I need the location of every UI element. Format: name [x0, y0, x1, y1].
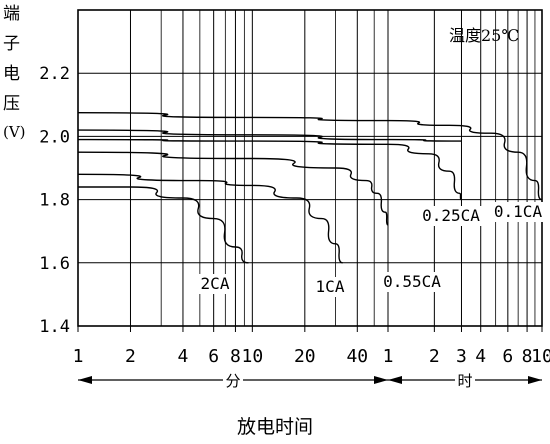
x-tick-label: 6	[502, 346, 513, 367]
x-tick-label: 40	[346, 346, 368, 367]
minutes-arrow-left	[78, 376, 92, 384]
x-tick-label: 4	[475, 346, 486, 367]
y-axis-label-char-4: 压	[3, 94, 20, 114]
minutes-unit-label: 分	[225, 372, 240, 390]
x-tick-label: 6	[208, 346, 219, 367]
x-tick-label: 3	[456, 346, 467, 367]
y-tick-label: 2.0	[39, 127, 70, 147]
hours-arrow-right	[528, 376, 542, 384]
y-tick-label: 1.4	[39, 317, 70, 337]
discharge-curve-0.1CA	[77, 112, 543, 201]
x-axis-title: 放电时间	[236, 416, 313, 438]
hours-arrow-left	[388, 376, 402, 384]
y-axis-label-char-3: 电	[3, 64, 20, 84]
y-tick-label: 1.6	[39, 254, 70, 274]
curve-label: 0.25CA	[422, 206, 480, 225]
discharge-curve-2CA	[77, 186, 249, 264]
curve-label: 0.1CA	[494, 202, 543, 221]
x-tick-label: 20	[294, 346, 316, 367]
y-axis-label-unit: (V)	[3, 123, 26, 141]
minutes-label-bg	[223, 371, 243, 389]
x-tick-label: 4	[178, 346, 189, 367]
y-axis-label-char-2: 子	[3, 34, 20, 54]
curve-label-bg	[379, 272, 445, 292]
curve-label-bg	[197, 274, 233, 294]
curve-label: 1CA	[316, 277, 345, 296]
hours-label-bg	[455, 371, 475, 389]
y-tick-label: 1.8	[39, 191, 70, 211]
minutes-arrow-right	[374, 376, 388, 384]
discharge-curve-1CA	[77, 173, 343, 264]
hours-unit-label: 时	[457, 372, 472, 390]
x-tick-label: 8	[230, 346, 241, 367]
discharge-curve-unlabeled	[77, 129, 462, 142]
x-tick-label: 1	[73, 346, 84, 367]
curve-label-bg	[418, 206, 484, 226]
x-tick-label: 10	[531, 346, 550, 367]
temperature-annotation: 温度25℃	[449, 26, 520, 45]
x-tick-label: 2	[429, 346, 440, 367]
curve-label: 0.55CA	[383, 272, 441, 291]
discharge-curve-0.55CA	[77, 151, 389, 226]
y-axis-label-char-1: 端	[3, 4, 20, 24]
x-tick-label: 8	[522, 346, 533, 367]
curve-label: 2CA	[201, 274, 230, 293]
x-tick-label: 2	[125, 346, 136, 367]
curve-label-bg	[312, 277, 348, 297]
y-tick-label: 2.2	[39, 64, 70, 84]
curve-label-bg	[490, 202, 546, 222]
x-tick-label: 1	[383, 346, 394, 367]
x-tick-label: 10	[241, 346, 263, 367]
discharge-curve-0.25CA	[77, 138, 462, 201]
